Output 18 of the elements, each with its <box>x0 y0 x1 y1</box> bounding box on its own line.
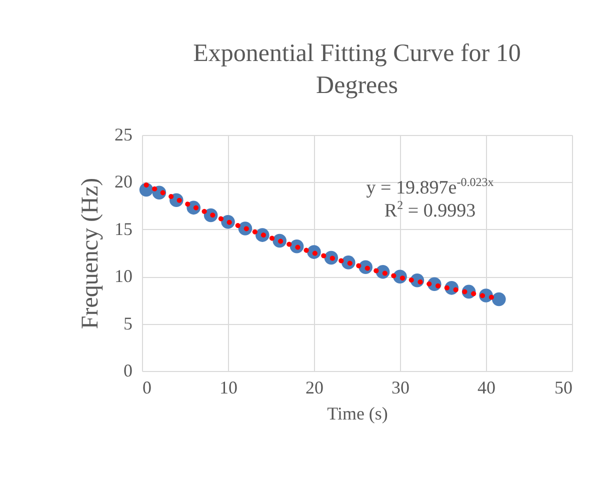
y-tick-label: 25 <box>114 124 132 144</box>
chart-title: Exponential Fitting Curve for 10 Degrees <box>193 40 521 99</box>
y-tick-label: 5 <box>124 313 132 334</box>
y-tick-label: 10 <box>114 266 132 286</box>
x-tick-label: 50 <box>554 378 572 398</box>
point <box>492 292 506 306</box>
x-tick-label: 20 <box>306 378 324 398</box>
y-tick-label: 15 <box>114 218 132 239</box>
y-tick-label: 0 <box>124 360 132 380</box>
x-tick-label: 40 <box>478 378 496 398</box>
x-axis-title: Time (s) <box>327 404 388 424</box>
x-tick-label: 0 <box>142 378 152 398</box>
annotation: R$^{2}$ = 0.9993 <box>383 198 477 222</box>
y-axis-title: Frequency (Hz) <box>78 178 104 330</box>
x-tick-label: 30 <box>392 378 410 398</box>
annotation: y = 19.897e$^{-0.023x}$ <box>365 175 495 200</box>
x-tick-label: 10 <box>220 378 238 398</box>
y-tick-label: 20 <box>114 172 132 192</box>
